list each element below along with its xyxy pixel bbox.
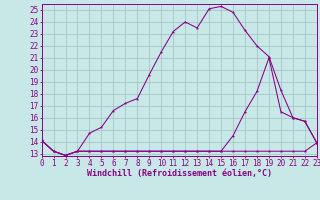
X-axis label: Windchill (Refroidissement éolien,°C): Windchill (Refroidissement éolien,°C) (87, 169, 272, 178)
